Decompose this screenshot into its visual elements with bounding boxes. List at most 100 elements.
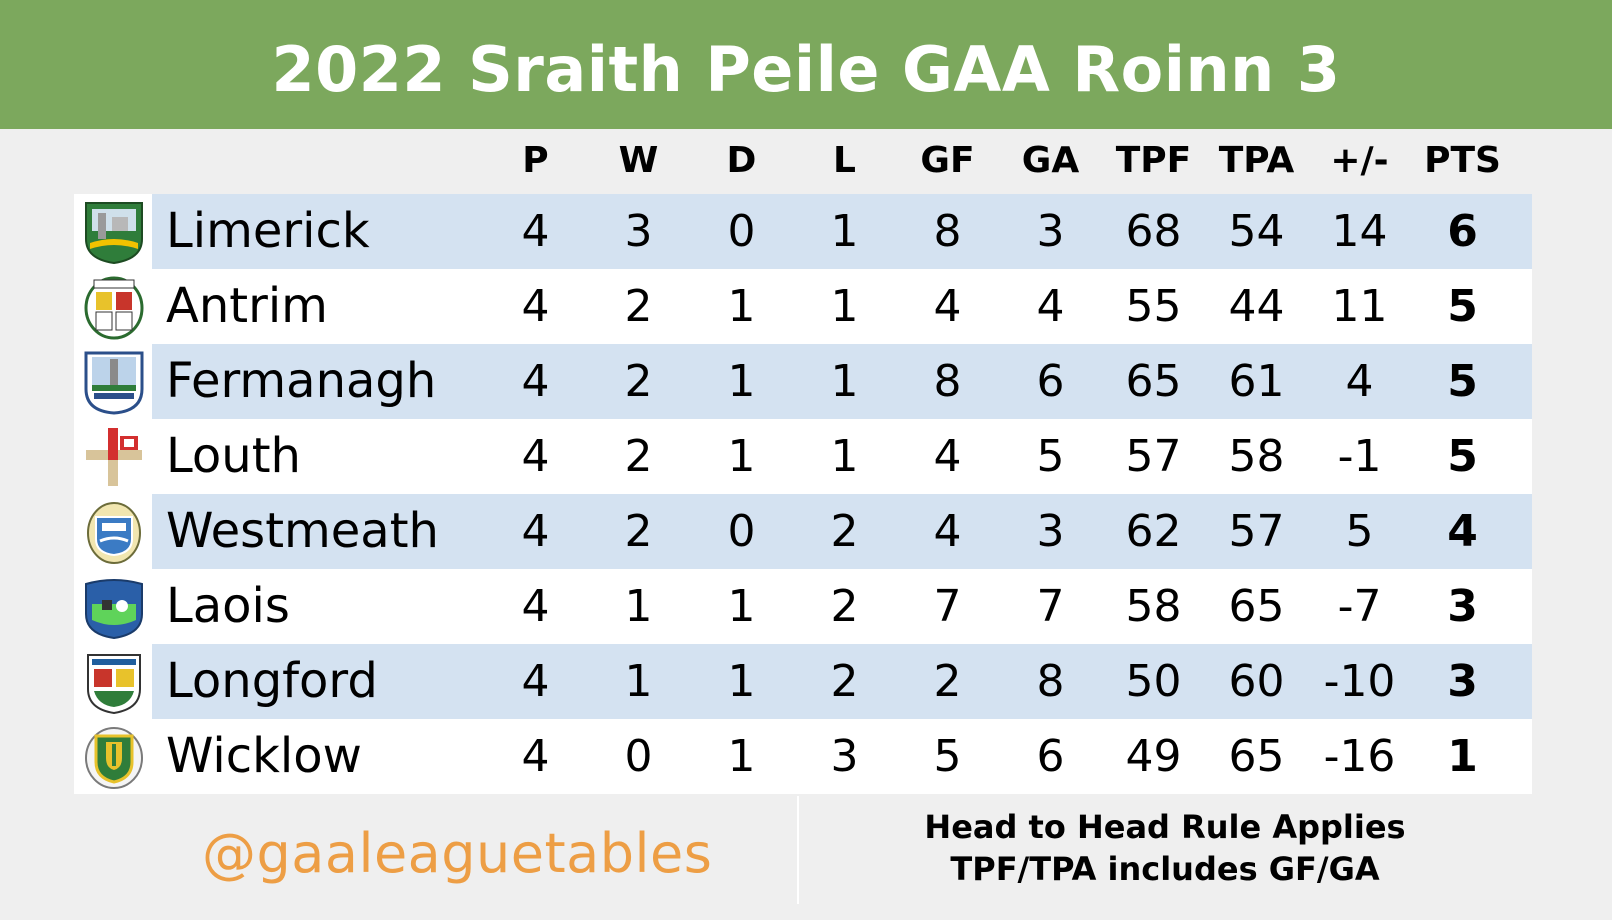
stat-lost: 2 (830, 506, 859, 557)
stat-gf: 4 (933, 431, 962, 482)
stat-tpf: 57 (1125, 431, 1182, 482)
stat-won: 2 (624, 431, 653, 482)
column-header-pts: PTS (1424, 140, 1501, 181)
stat-diff: 14 (1331, 206, 1388, 257)
stat-tpf: 62 (1125, 506, 1182, 557)
stat-ga: 3 (1036, 506, 1065, 557)
stat-played: 4 (521, 731, 550, 782)
stat-points: 6 (1447, 206, 1478, 257)
stat-gf: 8 (933, 356, 962, 407)
team-name: Laois (166, 578, 290, 634)
stat-tpa: 60 (1228, 656, 1285, 707)
stat-played: 4 (521, 356, 550, 407)
stat-drawn: 0 (727, 506, 756, 557)
column-header-tpf: TPF (1115, 140, 1192, 181)
stat-points: 3 (1447, 656, 1478, 707)
stat-points: 5 (1447, 431, 1478, 482)
table-row: Fermanagh 4 2 1 1 8 6 65 61 4 5 (74, 344, 1532, 419)
stat-gf: 4 (933, 281, 962, 332)
stat-ga: 6 (1036, 356, 1065, 407)
stat-tpa: 54 (1228, 206, 1285, 257)
column-header-l: L (833, 140, 856, 181)
stat-gf: 5 (933, 731, 962, 782)
stat-points: 4 (1447, 506, 1478, 557)
stat-gf: 4 (933, 506, 962, 557)
stat-won: 2 (624, 506, 653, 557)
stat-won: 1 (624, 581, 653, 632)
stat-points: 5 (1447, 281, 1478, 332)
stat-tpf: 68 (1125, 206, 1182, 257)
column-header-diff: +/- (1330, 140, 1389, 181)
stat-gf: 7 (933, 581, 962, 632)
column-header-w: W (618, 140, 659, 181)
stat-points: 5 (1447, 356, 1478, 407)
stat-tpa: 44 (1228, 281, 1285, 332)
stat-drawn: 1 (727, 581, 756, 632)
footer-divider (797, 796, 799, 904)
stat-tpa: 65 (1228, 731, 1285, 782)
stat-diff: 11 (1331, 281, 1388, 332)
stat-lost: 2 (830, 656, 859, 707)
louth-crest-icon (86, 428, 142, 486)
stat-drawn: 1 (727, 656, 756, 707)
stat-tpa: 65 (1228, 581, 1285, 632)
team-name: Fermanagh (166, 353, 437, 409)
stat-drawn: 1 (727, 356, 756, 407)
stat-won: 0 (624, 731, 653, 782)
stat-diff: -7 (1337, 581, 1382, 632)
footer-note-tpf-tpa: TPF/TPA includes GF/GA (950, 850, 1380, 888)
social-handle: @gaaleaguetables (202, 822, 713, 885)
stat-diff: 5 (1345, 506, 1374, 557)
stat-tpf: 50 (1125, 656, 1182, 707)
stat-tpf: 58 (1125, 581, 1182, 632)
table-row: Louth 4 2 1 1 4 5 57 58 -1 5 (74, 419, 1532, 494)
table-row: Westmeath 4 2 0 2 4 3 62 57 5 4 (74, 494, 1532, 569)
stat-played: 4 (521, 581, 550, 632)
footer-note-head-to-head: Head to Head Rule Applies (924, 808, 1406, 846)
stat-gf: 8 (933, 206, 962, 257)
stat-tpf: 55 (1125, 281, 1182, 332)
team-name: Louth (166, 428, 301, 484)
limerick-crest-icon (85, 202, 143, 265)
fermanagh-crest-icon (84, 351, 144, 415)
stat-drawn: 1 (727, 431, 756, 482)
stat-lost: 1 (830, 206, 859, 257)
table-row: Wicklow 4 0 1 3 5 6 49 65 -16 1 (74, 719, 1532, 794)
stat-tpf: 49 (1125, 731, 1182, 782)
stat-points: 3 (1447, 581, 1478, 632)
stat-played: 4 (521, 431, 550, 482)
westmeath-crest-icon (87, 502, 141, 564)
stat-won: 2 (624, 281, 653, 332)
stat-lost: 1 (830, 281, 859, 332)
column-header-ga: GA (1021, 140, 1080, 181)
stat-won: 2 (624, 356, 653, 407)
column-header-tpa: TPA (1218, 140, 1295, 181)
stat-played: 4 (521, 206, 550, 257)
team-name: Limerick (166, 203, 370, 259)
title-bar: 2022 Sraith Peile GAA Roinn 3 (0, 0, 1612, 129)
stat-ga: 3 (1036, 206, 1065, 257)
stat-ga: 7 (1036, 581, 1065, 632)
stat-lost: 1 (830, 431, 859, 482)
stat-tpa: 61 (1228, 356, 1285, 407)
team-name: Westmeath (166, 503, 439, 559)
page-title: 2022 Sraith Peile GAA Roinn 3 (271, 33, 1341, 106)
stat-tpa: 58 (1228, 431, 1285, 482)
longford-crest-icon (87, 654, 141, 715)
stat-diff: -10 (1323, 656, 1396, 707)
league-table: Limerick 4 3 0 1 8 3 68 54 14 6 Antrim 4… (74, 194, 1532, 794)
antrim-crest-icon (84, 276, 144, 340)
stat-lost: 1 (830, 356, 859, 407)
stat-won: 1 (624, 656, 653, 707)
laois-crest-icon (85, 579, 143, 640)
stat-lost: 2 (830, 581, 859, 632)
stat-diff: -1 (1337, 431, 1382, 482)
stat-diff: 4 (1345, 356, 1374, 407)
stat-lost: 3 (830, 731, 859, 782)
column-header-gf: GF (920, 140, 975, 181)
wicklow-crest-icon (85, 727, 143, 789)
stat-played: 4 (521, 506, 550, 557)
table-row: Limerick 4 3 0 1 8 3 68 54 14 6 (74, 194, 1532, 269)
stat-tpf: 65 (1125, 356, 1182, 407)
stat-drawn: 1 (727, 281, 756, 332)
